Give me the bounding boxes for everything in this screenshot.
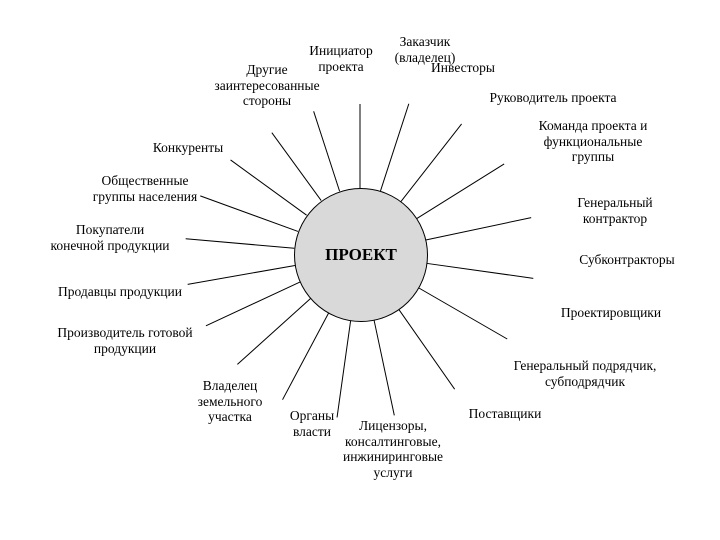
spoke-label-genkontraktor: Генеральный контрактор xyxy=(550,195,680,226)
spoke-label-subkontrakt: Субконтракторы xyxy=(552,252,702,268)
spoke-line-proizvoditel xyxy=(206,282,300,326)
spoke-line-licenzory xyxy=(337,319,351,417)
spoke-line-drugie xyxy=(272,133,321,201)
spoke-line-vladelec xyxy=(237,298,311,364)
spoke-line-komanda xyxy=(416,164,504,219)
spoke-label-prodavcy: Продавцы продукции xyxy=(40,284,200,300)
spoke-label-konkurenty: Конкуренты xyxy=(133,140,243,156)
spoke-line-genpodryad xyxy=(398,308,455,389)
center-label: ПРОЕКТ xyxy=(325,245,397,265)
spoke-label-investory: Инвесторы xyxy=(413,60,513,76)
spoke-line-rukovoditel xyxy=(401,124,462,202)
spoke-label-postavshiki: Поставщики xyxy=(450,406,560,422)
spoke-label-drugie: Другие заинтересованные стороны xyxy=(192,62,342,109)
spoke-line-konkurenty xyxy=(231,160,307,215)
spoke-label-obshgruppy: Общественные группы населения xyxy=(70,173,220,204)
spoke-line-initiator xyxy=(314,111,340,191)
spoke-line-organy xyxy=(283,312,329,399)
spoke-line-subkontrakt xyxy=(425,263,533,278)
spoke-line-genkontraktor xyxy=(425,218,532,241)
spoke-label-genpodryad: Генеральный подрядчик, субподрядчик xyxy=(480,358,690,389)
spoke-label-rukovoditel: Руководитель проекта xyxy=(458,90,648,106)
spoke-label-pokupateli: Покупатели конечной продукции xyxy=(30,222,190,253)
spoke-label-licenzory: Лицензоры, консалтинговые, инжиниринговы… xyxy=(318,418,468,480)
spoke-label-komanda: Команда проекта и функциональные группы xyxy=(508,118,678,165)
radial-diagram: ПРОЕКТ Заказчик (владелец)Инициатор прое… xyxy=(0,0,720,540)
spoke-label-vladelec: Владелец земельного участка xyxy=(180,378,280,425)
spoke-label-proizvoditel: Производитель готовой продукции xyxy=(35,325,215,356)
spoke-line-prodavcy xyxy=(188,265,295,284)
spoke-line-pokupateli xyxy=(186,239,295,248)
center-node: ПРОЕКТ xyxy=(294,188,428,322)
spoke-line-proektirov xyxy=(417,287,507,339)
spoke-label-proektirov: Проектировщики xyxy=(536,305,686,321)
spoke-line-investory xyxy=(380,104,408,191)
spoke-line-postavshiki xyxy=(374,319,395,416)
